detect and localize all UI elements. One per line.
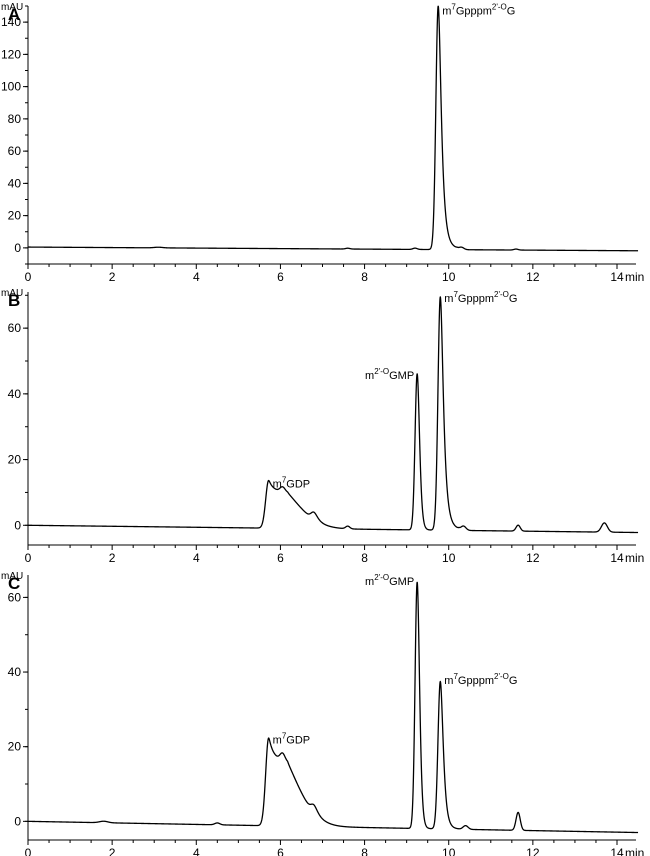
y-unit-label: mAU xyxy=(1,288,23,299)
x-tick-label: 0 xyxy=(25,270,32,284)
x-tick-label: 8 xyxy=(361,551,368,565)
x-unit-label: min xyxy=(625,270,644,284)
x-unit-label: min xyxy=(625,551,644,565)
chromatogram-trace xyxy=(27,5,639,252)
y-unit-label: mAU xyxy=(1,571,23,582)
x-tick-label: 12 xyxy=(526,270,540,284)
peak-label: m7Gpppm2'-OG xyxy=(444,672,517,687)
x-tick-label: 6 xyxy=(277,270,284,284)
chromatogram-trace xyxy=(27,581,639,834)
y-tick-label: 40 xyxy=(8,387,22,401)
x-tick-label: 4 xyxy=(193,551,200,565)
y-tick-label: 100 xyxy=(1,80,21,94)
x-tick-label: 8 xyxy=(361,270,368,284)
x-tick-label: 4 xyxy=(193,270,200,284)
x-tick-label: 12 xyxy=(526,551,540,565)
y-tick-label: 60 xyxy=(8,590,22,604)
y-tick-label: 20 xyxy=(8,740,22,754)
y-tick-label: 0 xyxy=(14,814,21,828)
x-tick-label: 12 xyxy=(526,846,540,856)
x-tick-label: 8 xyxy=(361,846,368,856)
y-unit-label: mAU xyxy=(1,2,23,13)
x-tick-label: 10 xyxy=(442,846,456,856)
x-tick-label: 4 xyxy=(193,846,200,856)
panel-letter: C xyxy=(8,574,20,593)
x-tick-label: 6 xyxy=(277,846,284,856)
x-tick-label: 10 xyxy=(442,551,456,565)
y-tick-label: 20 xyxy=(8,453,22,467)
panel-letter: B xyxy=(8,291,20,310)
x-tick-label: 2 xyxy=(109,270,116,284)
x-tick-label: 6 xyxy=(277,551,284,565)
peak-label: m2'-OGMP xyxy=(365,573,414,588)
x-unit-label: min xyxy=(625,846,644,856)
y-tick-label: 40 xyxy=(8,665,22,679)
y-tick-label: 60 xyxy=(8,321,22,335)
y-tick-label: 40 xyxy=(8,176,22,190)
y-tick-label: 120 xyxy=(1,47,21,61)
y-tick-label: 80 xyxy=(8,112,22,126)
x-tick-label: 14 xyxy=(610,846,624,856)
x-tick-label: 10 xyxy=(442,270,456,284)
peak-label: m7GDP xyxy=(273,732,310,747)
x-tick-label: 14 xyxy=(610,270,624,284)
chromatogram-trace xyxy=(27,296,639,534)
y-tick-label: 60 xyxy=(8,144,22,158)
y-tick-label: 0 xyxy=(14,518,21,532)
y-tick-label: 20 xyxy=(8,209,22,223)
peak-label: m7Gpppm2'-OG xyxy=(442,2,515,17)
x-tick-label: 2 xyxy=(109,551,116,565)
y-tick-label: 0 xyxy=(14,241,21,255)
x-tick-label: 2 xyxy=(109,846,116,856)
x-tick-label: 0 xyxy=(25,846,32,856)
peak-label: m2'-OGMP xyxy=(365,367,414,382)
panel-letter: A xyxy=(8,5,20,24)
peak-label: m7Gpppm2'-OG xyxy=(444,290,517,305)
x-tick-label: 14 xyxy=(610,551,624,565)
y-tick-label: 140 xyxy=(1,15,21,29)
x-tick-label: 0 xyxy=(25,551,32,565)
peak-label: m7GDP xyxy=(273,476,310,491)
